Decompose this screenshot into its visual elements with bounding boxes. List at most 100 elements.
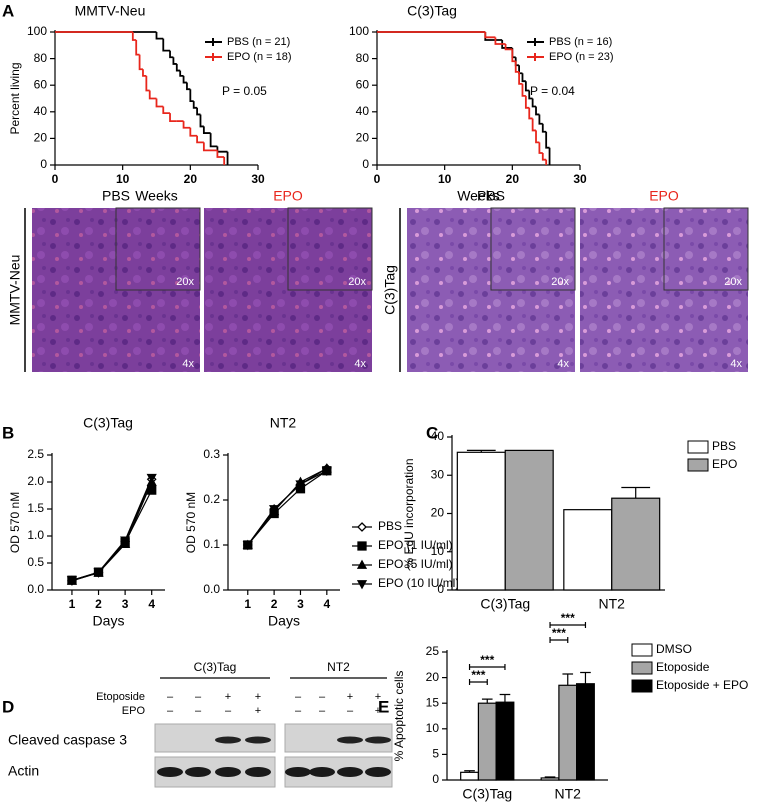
legend-label: EPO — [712, 457, 737, 471]
survival-step — [196, 135, 204, 144]
survival-step — [162, 38, 171, 52]
blot-band — [215, 736, 241, 744]
survival-step — [182, 121, 191, 129]
bar — [456, 451, 506, 591]
series-line — [247, 470, 328, 546]
band-label: Actin — [8, 763, 39, 779]
survival-step — [528, 107, 533, 120]
survival-step — [216, 146, 228, 153]
legend-label: EPO (10 IU/ml) — [378, 576, 459, 590]
y-tick-label: 1.5 — [27, 501, 44, 515]
column-label: PBS — [102, 188, 130, 204]
legend-marker — [356, 580, 368, 590]
series-line — [71, 481, 153, 582]
survival-step — [172, 57, 177, 65]
treatment-label: Etoposide — [96, 691, 145, 703]
treatment-sign: – — [295, 705, 302, 717]
x-tick-label: 1 — [244, 597, 251, 611]
error-bar — [621, 486, 651, 499]
treatment-sign: – — [195, 705, 202, 717]
series-line — [71, 477, 153, 581]
blot-band — [185, 767, 211, 777]
blot-band — [215, 767, 241, 777]
series-line — [247, 470, 328, 546]
survival-step — [494, 37, 506, 45]
survival-step — [135, 39, 140, 56]
x-tick-label: 30 — [251, 172, 265, 186]
marker — [295, 480, 306, 490]
x-axis-label: Weeks — [457, 188, 500, 204]
x-tick-label: 2 — [95, 597, 102, 611]
group-label: NT2 — [327, 660, 350, 674]
survival-step — [504, 43, 513, 51]
blot-strip — [154, 723, 276, 753]
error-bar — [580, 671, 591, 684]
magnification: 20x — [176, 276, 194, 288]
treatment-sign: + — [225, 691, 231, 703]
error-bar — [464, 770, 475, 773]
x-axis-label: Days — [268, 613, 300, 629]
survival-step — [535, 130, 540, 144]
marker — [147, 485, 157, 495]
y-tick-label: 20 — [34, 131, 48, 145]
bar — [460, 771, 479, 781]
legend-swatch — [631, 679, 653, 693]
y-tick-label: 1.0 — [27, 528, 44, 542]
legend-marker — [357, 541, 367, 551]
bar — [576, 683, 595, 781]
x-tick-label: C(3)Tag — [462, 786, 512, 802]
treatment-sign: + — [255, 691, 261, 703]
survival-step — [169, 50, 174, 59]
legend-label: PBS — [378, 519, 402, 533]
survival-step — [182, 75, 187, 84]
y-tick-label: 40 — [34, 104, 48, 118]
magnification: 4x — [182, 358, 194, 370]
panel-letter: D — [2, 697, 14, 716]
survival-step — [196, 107, 201, 116]
survival-step — [148, 90, 157, 100]
y-tick-label: 100 — [27, 24, 47, 38]
legend-swatch — [631, 643, 653, 657]
bar — [563, 509, 613, 591]
survival-step — [484, 32, 503, 41]
survival-step — [155, 32, 164, 40]
row-label: C(3)Tag — [382, 265, 398, 315]
treatment-sign: + — [347, 691, 353, 703]
survival-step — [531, 98, 537, 108]
magnification: 20x — [724, 276, 742, 288]
x-tick-label: 3 — [122, 597, 129, 611]
marker — [146, 473, 157, 484]
bar — [477, 702, 497, 781]
x-tick-label: 4 — [148, 597, 155, 611]
y-tick-label: 100 — [349, 24, 369, 38]
legend-label: PBS — [712, 439, 736, 453]
x-tick-label: 1 — [69, 597, 76, 611]
x-tick-label: NT2 — [555, 786, 582, 802]
survival-step — [179, 70, 184, 77]
survival-step — [514, 61, 520, 73]
bar — [540, 777, 560, 781]
error-bar — [499, 693, 511, 703]
survival-step — [131, 32, 137, 41]
column-label: EPO — [649, 188, 679, 204]
y-tick-label: 0.0 — [203, 582, 220, 596]
magnification: 4x — [730, 358, 742, 370]
blot-band — [337, 736, 363, 744]
blot-band — [309, 767, 335, 777]
y-axis-label: Percent living — [8, 62, 22, 134]
panel-letter: C — [426, 423, 438, 442]
series-line — [71, 479, 153, 582]
legend-swatch — [687, 458, 709, 472]
x-axis-label: Days — [93, 613, 125, 629]
survival-step — [541, 123, 547, 133]
marker — [120, 536, 131, 546]
x-tick-label: 30 — [573, 172, 587, 186]
survival-step — [199, 114, 204, 128]
treatment-sign: – — [195, 691, 202, 703]
legend-marker — [356, 559, 368, 569]
marker — [269, 505, 280, 515]
treatment-sign: – — [347, 705, 354, 717]
survival-step — [142, 69, 147, 77]
y-tick-label: 2.5 — [27, 447, 44, 461]
